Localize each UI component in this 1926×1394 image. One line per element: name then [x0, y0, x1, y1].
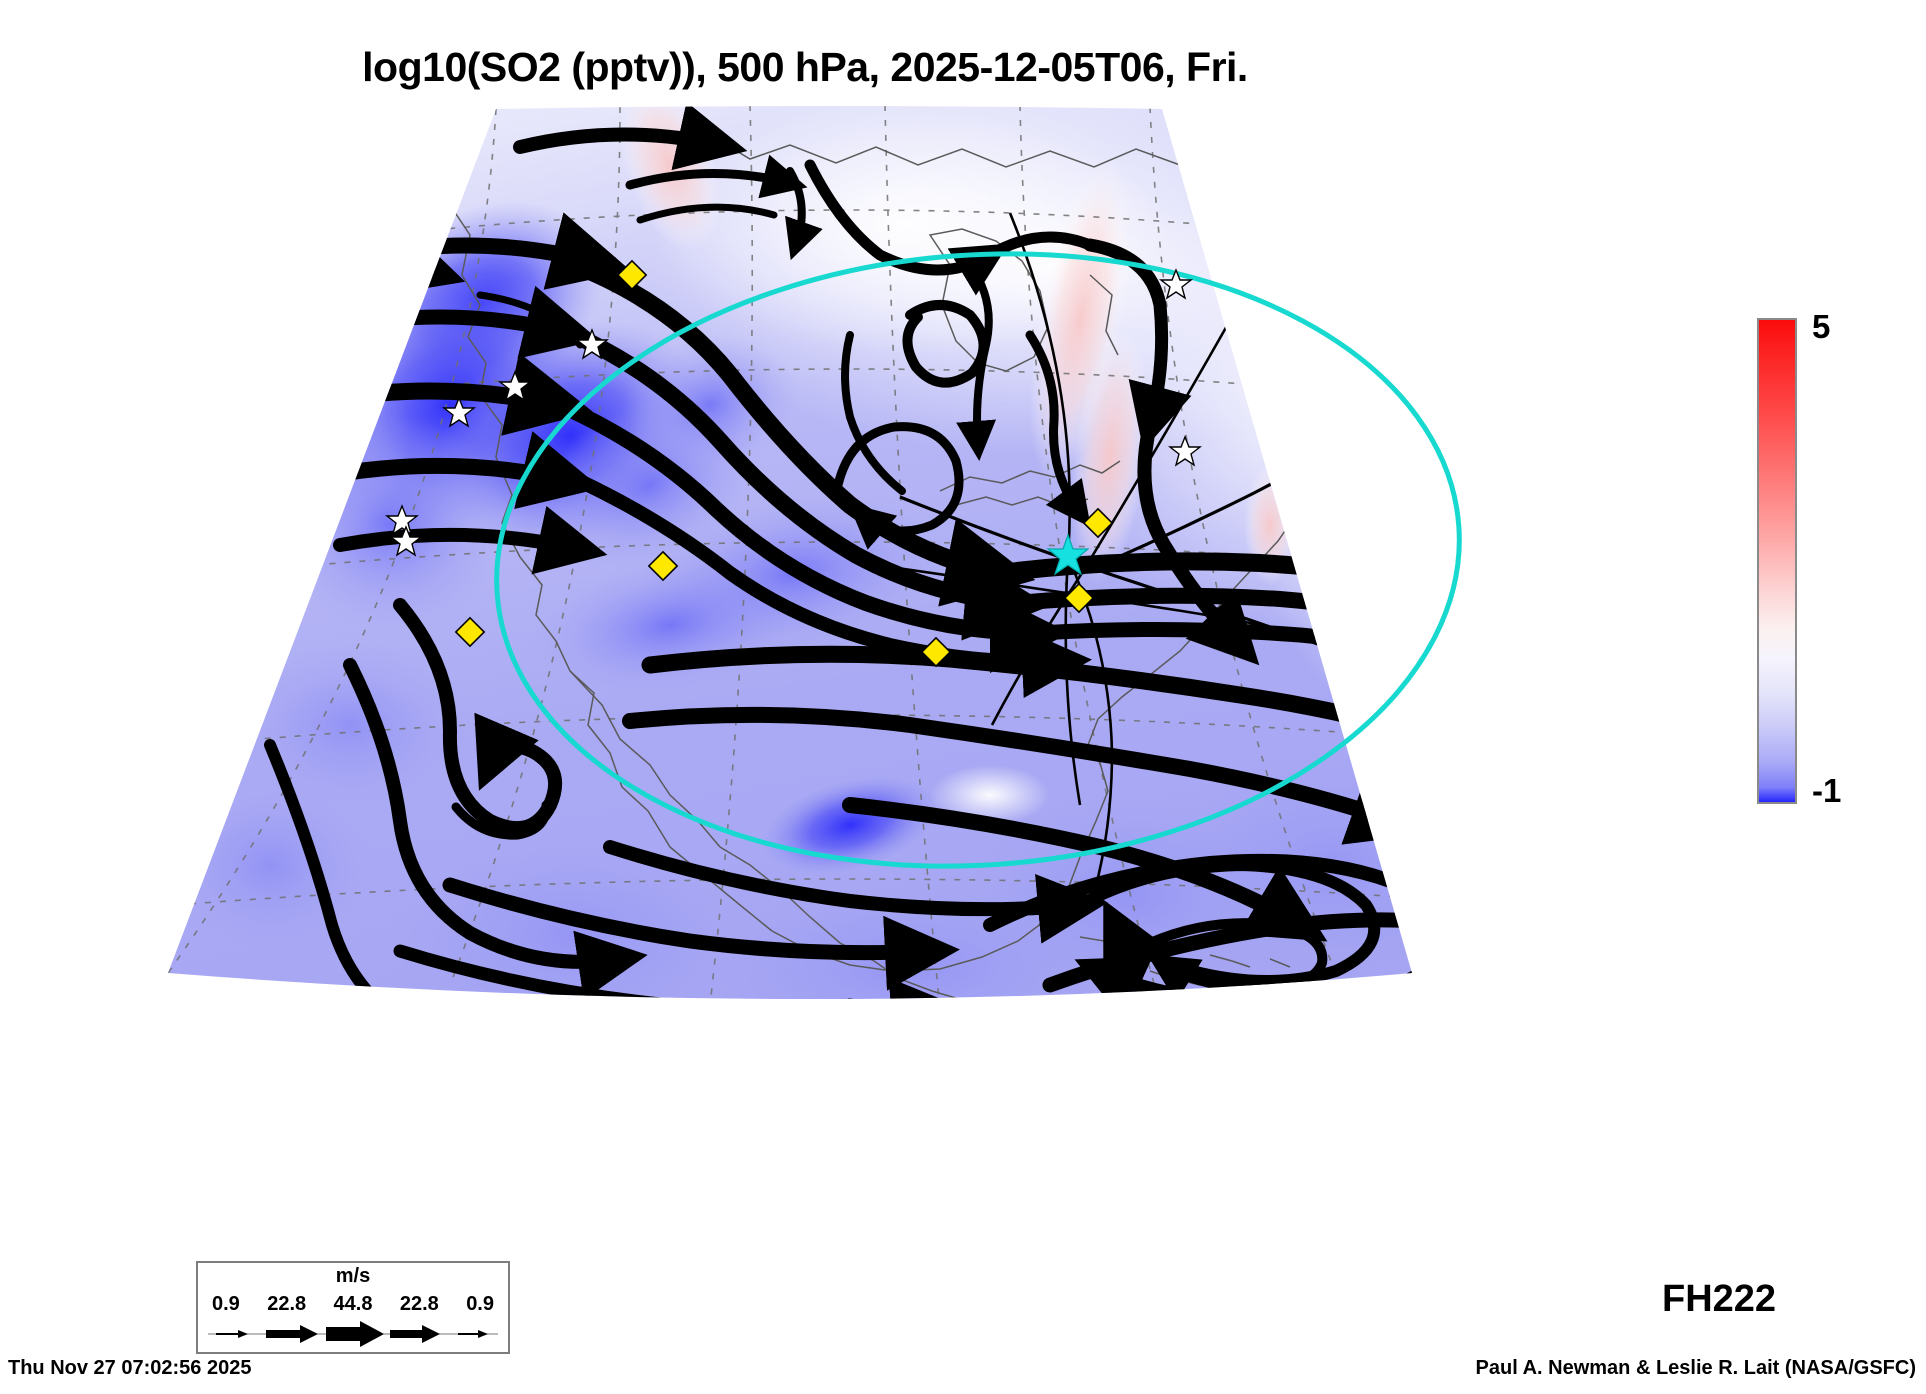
wind-value-2: 44.8 — [333, 1293, 373, 1315]
flight-circle — [494, 251, 1462, 869]
station-markers — [454, 259, 1114, 668]
forecast-hour-label: FH222 — [1662, 1278, 1777, 1320]
wind-arrow-scale — [208, 1321, 498, 1347]
author-credit: Paul A. Newman & Leslie R. Lait (NASA/GS… — [1475, 1357, 1916, 1379]
wind-unit-label: m/s — [335, 1265, 371, 1287]
chart-title: log10(SO2 (pptv)), 500 hPa, 2025-12-05T0… — [362, 44, 1248, 90]
colorbar-min-label: -1 — [1812, 772, 1842, 809]
wind-value-3: 22.8 — [399, 1293, 439, 1315]
city-markers — [384, 268, 1203, 557]
colorbar — [1757, 318, 1797, 804]
generation-timestamp: Thu Nov 27 07:02:56 2025 — [8, 1357, 252, 1379]
wind-value-4: 0.9 — [466, 1293, 494, 1315]
map-panel[interactable] — [150, 105, 1570, 1035]
wind-speed-legend: m/s 0.9 22.8 44.8 22.8 0.9 — [196, 1261, 510, 1354]
map-svg[interactable] — [150, 105, 1570, 1035]
aircraft-marker[interactable] — [1046, 533, 1090, 576]
wind-value-1: 22.8 — [267, 1293, 307, 1315]
colorbar-max-label: 5 — [1812, 308, 1831, 345]
wind-value-0: 0.9 — [212, 1293, 240, 1315]
wind-value-labels: 0.9 22.8 44.8 22.8 0.9 — [198, 1293, 508, 1316]
wind-streamlines — [264, 106, 1412, 999]
